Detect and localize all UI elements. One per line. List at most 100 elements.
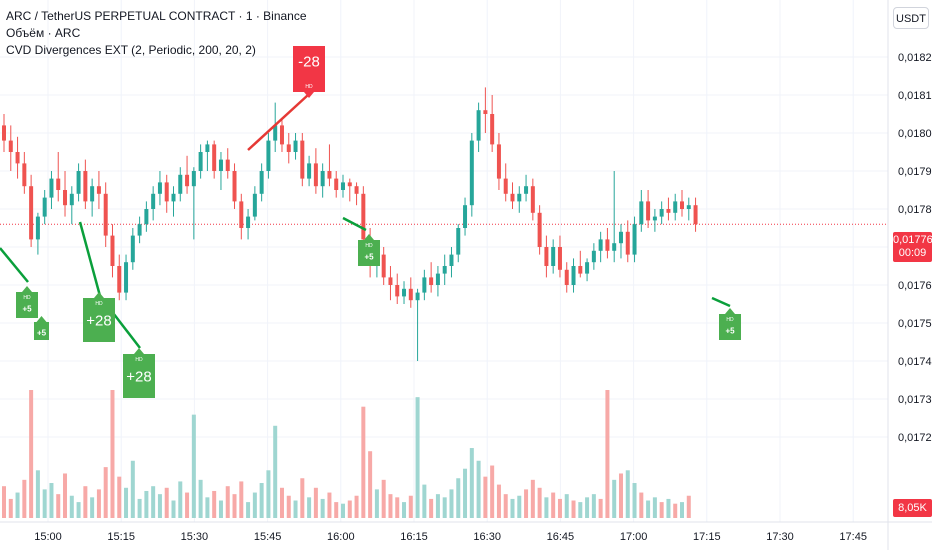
volume-value-tag: 8,05K [893,499,932,517]
candle-body [110,235,115,266]
candle-body [680,201,684,209]
candle-body [83,171,88,202]
volume-bar [49,483,54,518]
time-tick-label: 15:15 [107,531,135,543]
volume-bar [90,497,95,518]
candle-body [469,140,474,206]
volume-bar [307,497,312,518]
volume-bar [42,489,47,518]
candle-body [90,186,95,202]
candle-body [693,205,698,225]
volume-bar [469,448,474,518]
divergence-label-sub: HD [365,243,373,249]
bullish-divergence-label[interactable]: HD +28 [123,348,155,398]
candle-body [598,239,603,251]
volume-bar [266,470,271,518]
candle-body [646,201,651,221]
volume-bar [571,500,576,518]
volume-bar [144,490,149,518]
candle-body [232,171,237,202]
candle-body [578,266,583,274]
candle-body [422,277,427,293]
bullish-divergence-label[interactable]: HD +28 [83,292,115,342]
volume-bar [246,502,251,518]
candle-body [286,144,291,152]
candle-body [585,262,590,274]
candle-body [354,186,359,194]
candle-body [29,186,34,240]
volume-bar [171,500,176,518]
currency-selector[interactable]: USDT [893,7,929,29]
divergence-label-pointer [22,286,32,292]
volume-bar [510,498,515,518]
divergence-label-value: +28 [86,312,111,329]
divergence-label-value: -28 [298,54,320,71]
candle-body [632,224,637,255]
bearish-divergence-label[interactable]: HD -28 [293,46,325,98]
candle-body [659,209,664,217]
candle-body [273,125,278,141]
candle-body [551,247,556,266]
legend-volume-title[interactable]: Объём · ARC [6,26,81,40]
volume-bar [130,460,135,518]
candle-body [124,262,129,293]
candle-body [612,243,617,251]
candle-body [476,110,481,141]
volume-bar [680,502,684,518]
volume-bar [191,414,196,518]
candle-body [334,178,339,190]
volume-bar [415,397,420,518]
volume-bar [252,492,257,518]
candle-body [69,193,74,206]
divergence-label-value: +5 [37,329,47,338]
volume-bar [198,479,203,518]
candle-body [185,174,190,187]
candle-body [191,171,196,187]
bullish-divergence-label[interactable]: HD +5 [16,286,38,318]
volume-bar [381,479,386,518]
candle-body [327,171,332,179]
volume-bar [56,494,61,518]
candle-body [503,178,508,194]
volume-bar [408,495,413,518]
volume-bar [612,479,617,518]
time-tick-label: 15:30 [181,531,209,543]
volume-bar [517,495,522,518]
divergence-labels[interactable]: HD -28 HD +28 HD +28 +5 HD +5 HD +5 HD +5 [16,46,741,398]
volume-bar [442,497,447,518]
time-tick-label: 17:15 [693,531,721,543]
candle-body [239,201,244,228]
candle-body [266,140,271,171]
candle-body [225,159,230,171]
candle-body [8,140,13,152]
legend-symbol-title[interactable]: ARC / TetherUS PERPETUAL CONTRACT · 1 · … [6,9,307,23]
divergence-label-box [34,322,49,340]
bullish-divergence-label[interactable]: HD +5 [719,308,741,340]
candle-body [381,254,386,278]
volume-bar [293,500,298,518]
candle-body [605,239,610,251]
candle-body [463,205,468,228]
legend-indicator-title[interactable]: CVD Divergences EXT (2, Periodic, 200, 2… [6,43,256,57]
volume-bar [341,503,345,518]
candle-body [259,171,264,194]
volume-bar [374,489,379,518]
volume-bar [402,502,407,518]
volume-bar [429,498,434,518]
bullish-divergence-label[interactable]: HD +5 [358,234,380,266]
bullish-divergence-label[interactable]: +5 [34,316,49,340]
volume-bar [259,483,264,518]
candle-body [341,182,345,190]
volume-bar [585,497,590,518]
candle-body [137,224,142,236]
candle-body [15,152,20,164]
candle-body [388,277,393,285]
